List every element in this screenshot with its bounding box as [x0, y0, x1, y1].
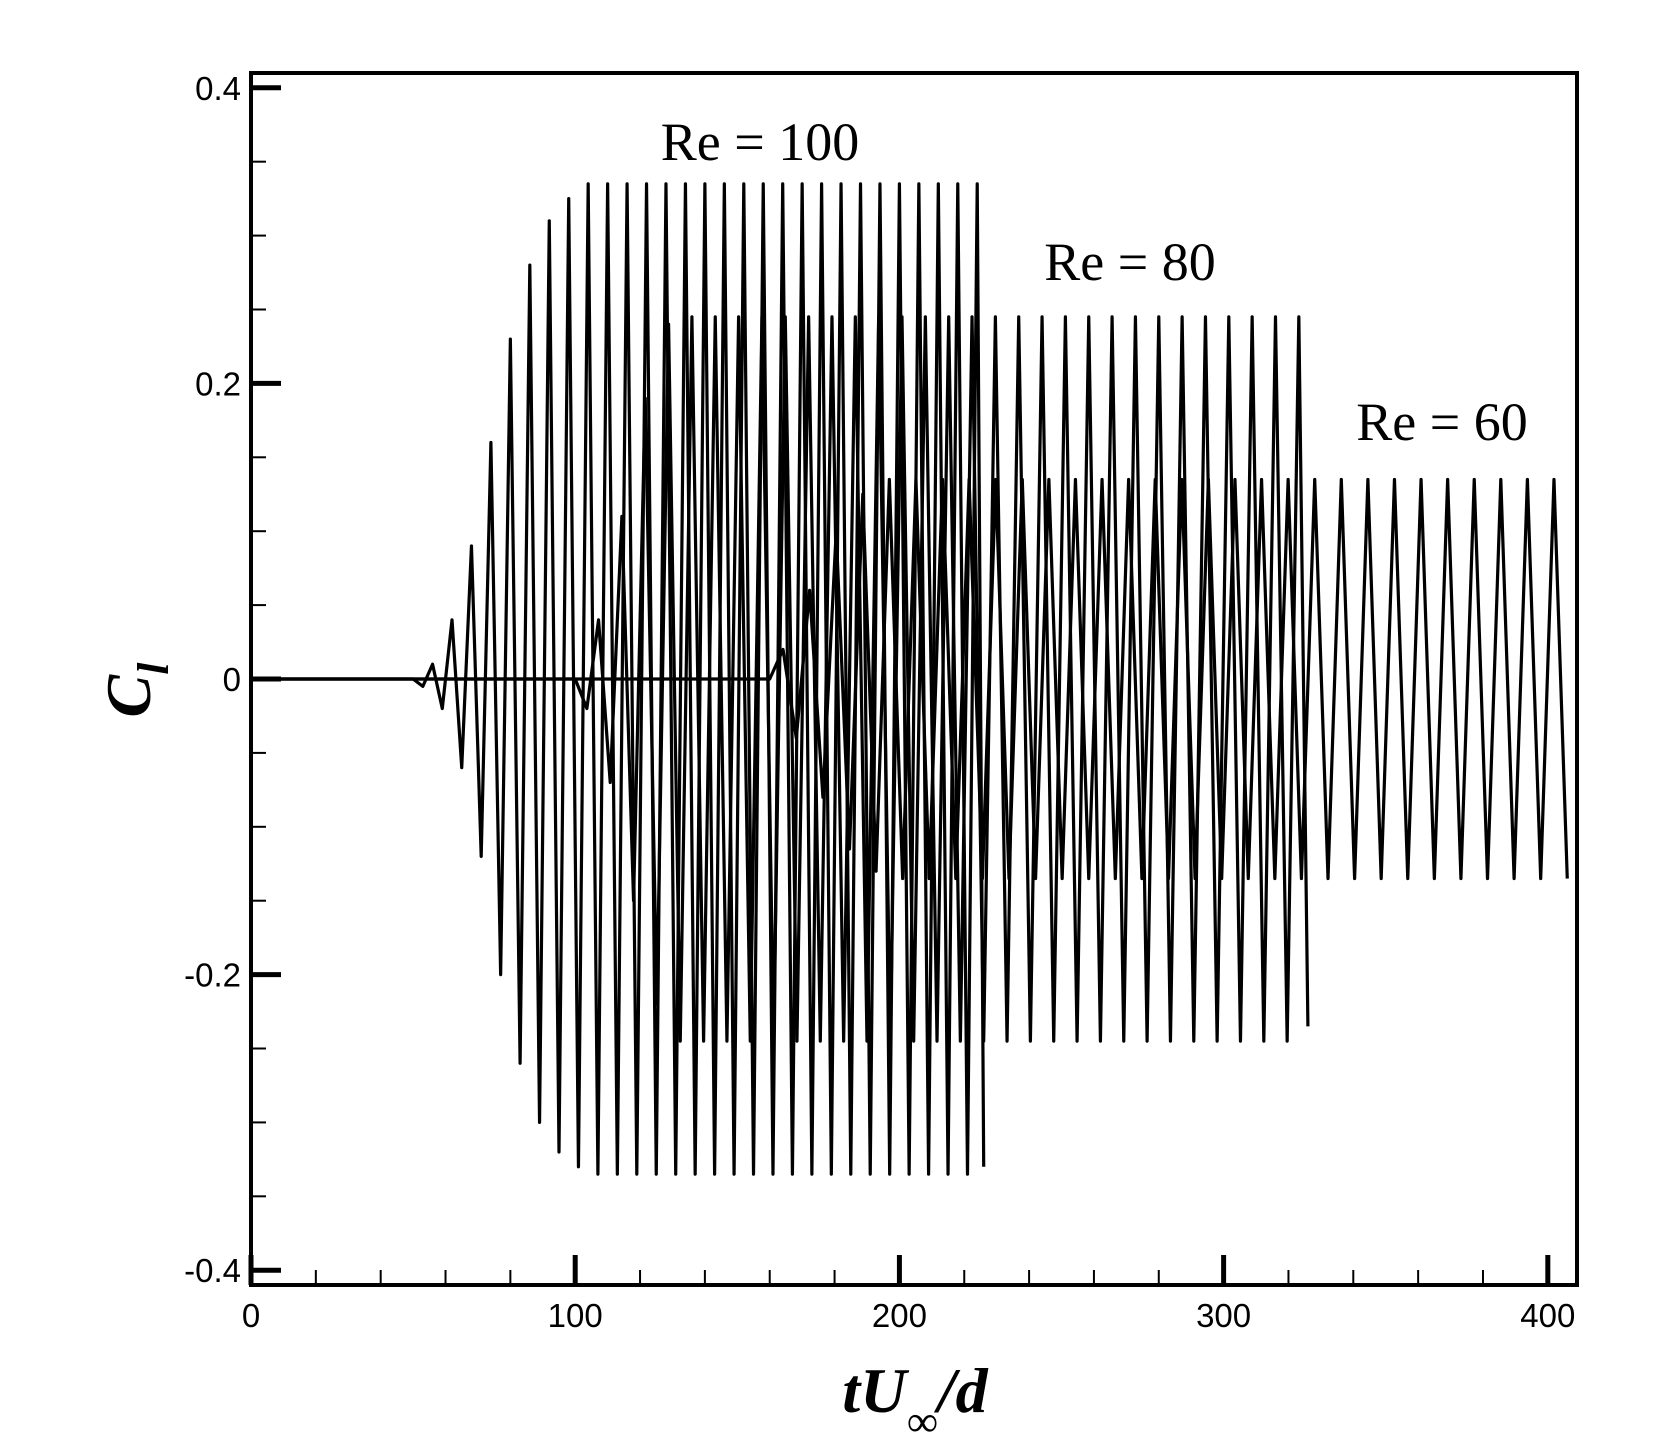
x-label-tail: /d	[934, 1355, 989, 1426]
y-tick-label: -0.2	[184, 957, 241, 994]
series-line	[251, 182, 986, 1176]
series-line	[251, 477, 1569, 881]
y-tick-label: 0.4	[195, 70, 241, 107]
y-label-main: C	[93, 673, 164, 717]
series-annotation: Re = 60	[1356, 392, 1527, 452]
x-tick-label: 300	[1196, 1297, 1251, 1334]
series-annotation: Re = 100	[661, 112, 859, 172]
x-axis-label: tU∞/d	[842, 1355, 988, 1446]
y-tick-label: 0.2	[195, 365, 241, 402]
y-label-sub: l	[129, 662, 178, 675]
y-tick-label: -0.4	[184, 1252, 241, 1289]
x-tick-label: 400	[1520, 1297, 1575, 1334]
series-annotation: Re = 80	[1044, 232, 1215, 292]
x-tick-label: 200	[872, 1297, 927, 1334]
y-axis-label: Cl	[93, 662, 178, 718]
y-tick-label: 0	[223, 661, 241, 698]
x-tick-label: 0	[242, 1297, 260, 1334]
x-label-main: tU	[842, 1355, 909, 1426]
x-tick-label: 100	[548, 1297, 603, 1334]
x-label-sub: ∞	[906, 1397, 937, 1446]
